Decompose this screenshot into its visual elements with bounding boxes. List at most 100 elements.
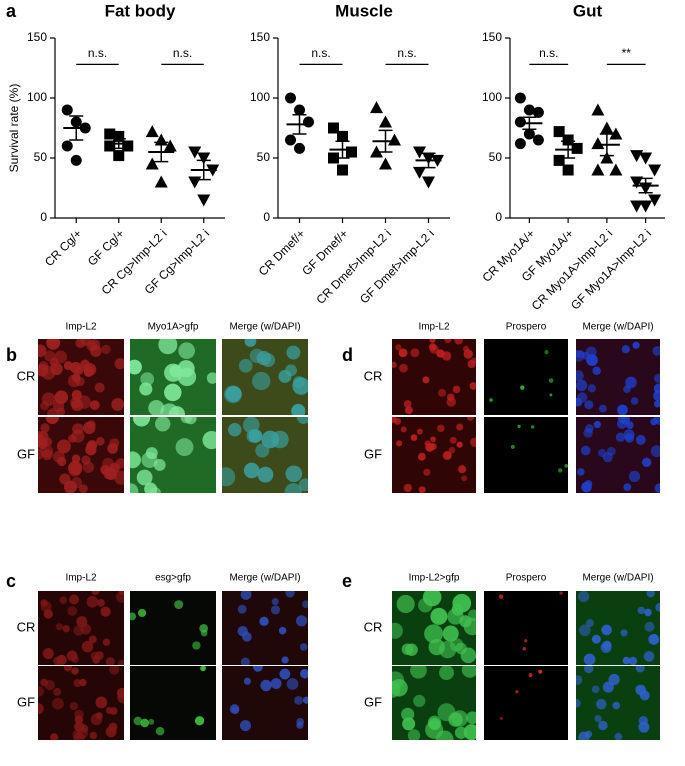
- cell: [593, 420, 601, 429]
- cell: [653, 400, 660, 408]
- cell: [458, 465, 467, 474]
- column-header: Imp-L2: [418, 322, 450, 333]
- micrograph-bg: [484, 417, 568, 493]
- cell: [116, 591, 124, 603]
- cell: [410, 666, 427, 679]
- data-point: [591, 163, 605, 176]
- cell: [606, 446, 616, 456]
- cell: [89, 731, 98, 740]
- column-header: Prospero: [506, 573, 547, 584]
- cell: [67, 606, 78, 617]
- x-tick-label: CR Dmef>Imp-L2 i: [313, 226, 393, 306]
- cell: [410, 348, 420, 358]
- cell: [524, 639, 528, 643]
- cell: [584, 730, 593, 738]
- micrograph: [576, 591, 660, 665]
- cell: [105, 726, 117, 738]
- cell: [447, 393, 455, 401]
- data-point: [370, 145, 383, 158]
- cell: [615, 432, 626, 442]
- micrograph-bg: [484, 591, 568, 665]
- cell: [285, 591, 295, 598]
- micrograph: [484, 666, 568, 740]
- cell: [461, 666, 476, 678]
- x-tick-label: CR Cg/+: [42, 226, 85, 269]
- row-label: GF: [364, 694, 382, 709]
- cell: [430, 436, 436, 443]
- data-point: [197, 152, 211, 165]
- cell: [578, 624, 591, 637]
- cell: [456, 423, 464, 431]
- column-header: Imp-L2: [65, 573, 97, 584]
- cell: [410, 434, 418, 441]
- cell: [86, 340, 98, 351]
- row-label: CR: [17, 619, 36, 634]
- cell: [130, 451, 141, 469]
- cell: [510, 444, 515, 449]
- data-point: [104, 140, 116, 152]
- micrograph: [130, 417, 216, 493]
- row-label: CR: [17, 368, 36, 383]
- cell: [452, 385, 461, 394]
- cell: [114, 470, 124, 485]
- cell: [38, 361, 49, 371]
- cell: [286, 678, 299, 690]
- cell: [133, 716, 143, 726]
- cell: [399, 363, 408, 373]
- data-point: [145, 125, 159, 138]
- cell: [69, 594, 79, 605]
- column-header: Merge (w/DAPI): [582, 573, 653, 584]
- cell: [451, 603, 464, 616]
- significance-label: n.s.: [88, 46, 107, 60]
- cell: [80, 724, 89, 733]
- cell: [97, 599, 105, 607]
- cell: [74, 709, 84, 720]
- y-tick-label: 150: [27, 30, 47, 44]
- cell: [392, 361, 397, 368]
- cell: [81, 640, 94, 653]
- cell: [612, 701, 621, 710]
- data-point: [413, 166, 426, 179]
- cell: [622, 656, 631, 665]
- cell: [576, 699, 581, 708]
- micrograph: [392, 339, 476, 415]
- cell: [395, 344, 402, 351]
- cell: [398, 348, 408, 358]
- data-point: [188, 146, 202, 159]
- cell: [628, 470, 641, 483]
- cell: [240, 591, 252, 600]
- cell: [413, 694, 426, 708]
- cell: [164, 383, 182, 402]
- cell: [444, 339, 452, 343]
- cell: [57, 439, 71, 454]
- cell: [585, 619, 595, 628]
- cell: [270, 678, 282, 689]
- cell: [244, 339, 257, 347]
- cell: [62, 625, 70, 633]
- chart-title: Gut: [573, 1, 603, 20]
- cell: [117, 659, 124, 665]
- cell: [149, 487, 161, 493]
- cell: [200, 666, 206, 672]
- cell: [608, 673, 620, 686]
- cell: [417, 452, 426, 461]
- cell: [653, 373, 660, 383]
- cell: [591, 685, 600, 694]
- cell: [102, 638, 111, 646]
- column-header: Prospero: [506, 322, 547, 333]
- data-point: [422, 176, 435, 189]
- cell: [632, 341, 640, 349]
- y-axis-label: Survival rate (%): [7, 84, 21, 173]
- cell: [40, 401, 50, 411]
- micrograph: [130, 339, 216, 415]
- data-point: [514, 116, 526, 128]
- cell: [286, 345, 301, 360]
- data-point: [609, 163, 623, 176]
- cell: [85, 444, 97, 456]
- cell: [257, 466, 274, 483]
- cell: [564, 464, 568, 468]
- data-point: [639, 152, 653, 165]
- cell: [548, 378, 554, 383]
- cell: [206, 372, 216, 384]
- cell: [56, 654, 67, 665]
